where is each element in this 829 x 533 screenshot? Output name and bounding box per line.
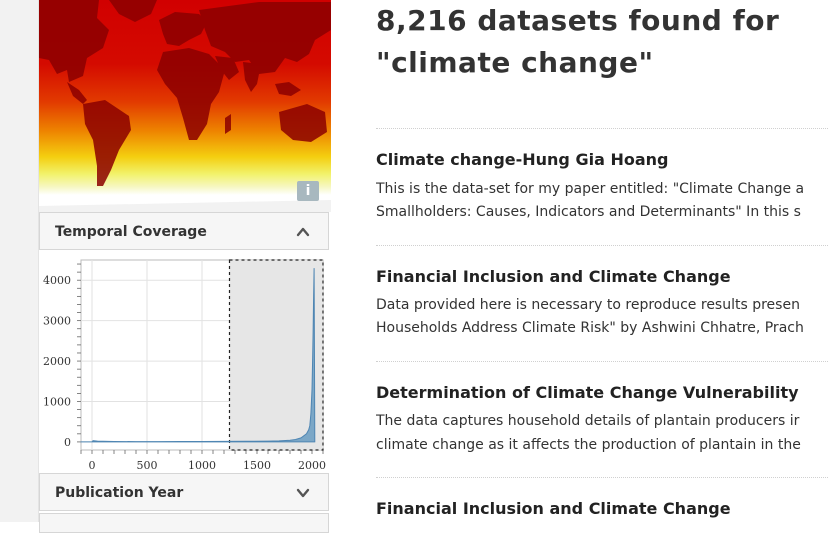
coverage-area-series (80, 268, 316, 443)
spatial-coverage-map[interactable]: i (39, 0, 331, 212)
y-tick-label: 2000 (43, 355, 71, 368)
result-desc-3-line-2: climate change as it affects the product… (376, 437, 801, 453)
separator (376, 245, 829, 246)
publication-year-title: Publication Year (55, 485, 184, 501)
y-tick-label: 4000 (43, 274, 71, 287)
result-desc-2-line-1: Data provided here is necessary to repro… (376, 297, 800, 313)
result-desc-3-line-1: The data captures household details of p… (376, 413, 800, 429)
x-tick-label: 2000 (298, 459, 326, 472)
x-tick-label: 0 (89, 459, 96, 472)
result-title-1[interactable]: Climate change-Hung Gia Hoang (376, 150, 669, 169)
temporal-chart-svg: 0 500 1000 1500 2000 0 1000 2000 3000 4000 (43, 259, 326, 472)
publication-year-header[interactable]: Publication Year (39, 473, 329, 511)
chevron-up-icon (296, 227, 310, 237)
separator (376, 477, 829, 478)
world-map-continents (39, 0, 331, 212)
temporal-coverage-chart[interactable]: 0 500 1000 1500 2000 0 1000 2000 3000 4000 (39, 250, 331, 473)
temporal-coverage-header[interactable]: Temporal Coverage (39, 212, 329, 250)
result-desc-1-line-1: This is the data-set for my paper entitl… (376, 181, 805, 197)
result-title-2[interactable]: Financial Inclusion and Climate Change (376, 267, 731, 286)
result-desc-2-line-2: Households Address Climate Risk" by Ashw… (376, 320, 804, 336)
x-tick-label: 500 (137, 459, 158, 472)
temporal-coverage-title: Temporal Coverage (55, 224, 207, 240)
x-tick-label: 1500 (243, 459, 271, 472)
result-title-3[interactable]: Determination of Climate Change Vulnerab… (376, 383, 799, 402)
result-title-4[interactable]: Financial Inclusion and Climate Change (376, 499, 731, 518)
separator (376, 128, 829, 129)
selection-brush (228, 259, 324, 451)
x-tick-label: 1000 (188, 459, 216, 472)
left-gutter (0, 0, 39, 522)
separator (376, 361, 829, 362)
y-tick-label: 0 (64, 436, 71, 449)
results-heading: 8,216 datasets found for "climate change… (376, 4, 780, 79)
map-info-button[interactable]: i (297, 181, 319, 201)
results-main: 8,216 datasets found for "climate change… (376, 0, 829, 522)
y-tick-label: 1000 (43, 395, 71, 408)
filter-sidebar: i Temporal Coverage 0 500 1000 1500 2000 0 100… (39, 0, 331, 533)
chevron-down-icon (296, 488, 310, 498)
y-tick-label: 3000 (43, 315, 71, 328)
next-filter-header[interactable] (39, 513, 329, 533)
result-desc-1-line-2: Smallholders: Causes, Indicators and Det… (376, 204, 801, 220)
